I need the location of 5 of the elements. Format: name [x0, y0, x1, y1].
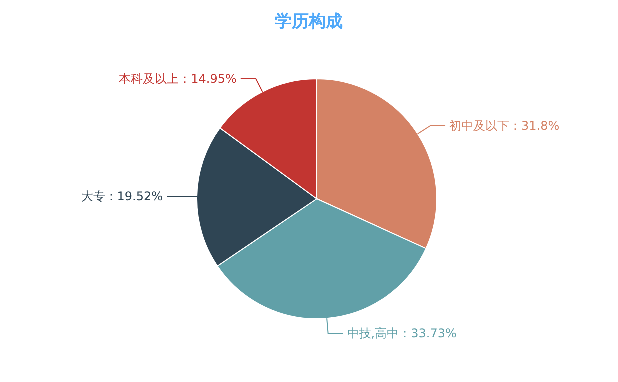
slice-label: 大专：19.52%	[81, 190, 164, 204]
chart-title: 学历构成	[275, 12, 343, 32]
slice-label: 中技,高中：33.73%	[347, 326, 457, 341]
slice-label: 本科及以上：14.95%	[119, 72, 237, 86]
slice-label: 初中及以下：31.8%	[450, 119, 560, 134]
